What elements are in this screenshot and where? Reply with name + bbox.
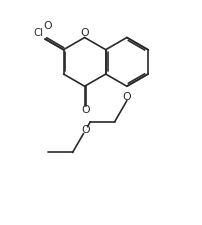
Text: O: O	[81, 105, 89, 115]
Text: Cl: Cl	[33, 28, 43, 38]
Text: O: O	[44, 21, 52, 31]
Text: O: O	[122, 92, 130, 101]
Text: O: O	[81, 125, 89, 135]
Text: O: O	[80, 28, 88, 38]
